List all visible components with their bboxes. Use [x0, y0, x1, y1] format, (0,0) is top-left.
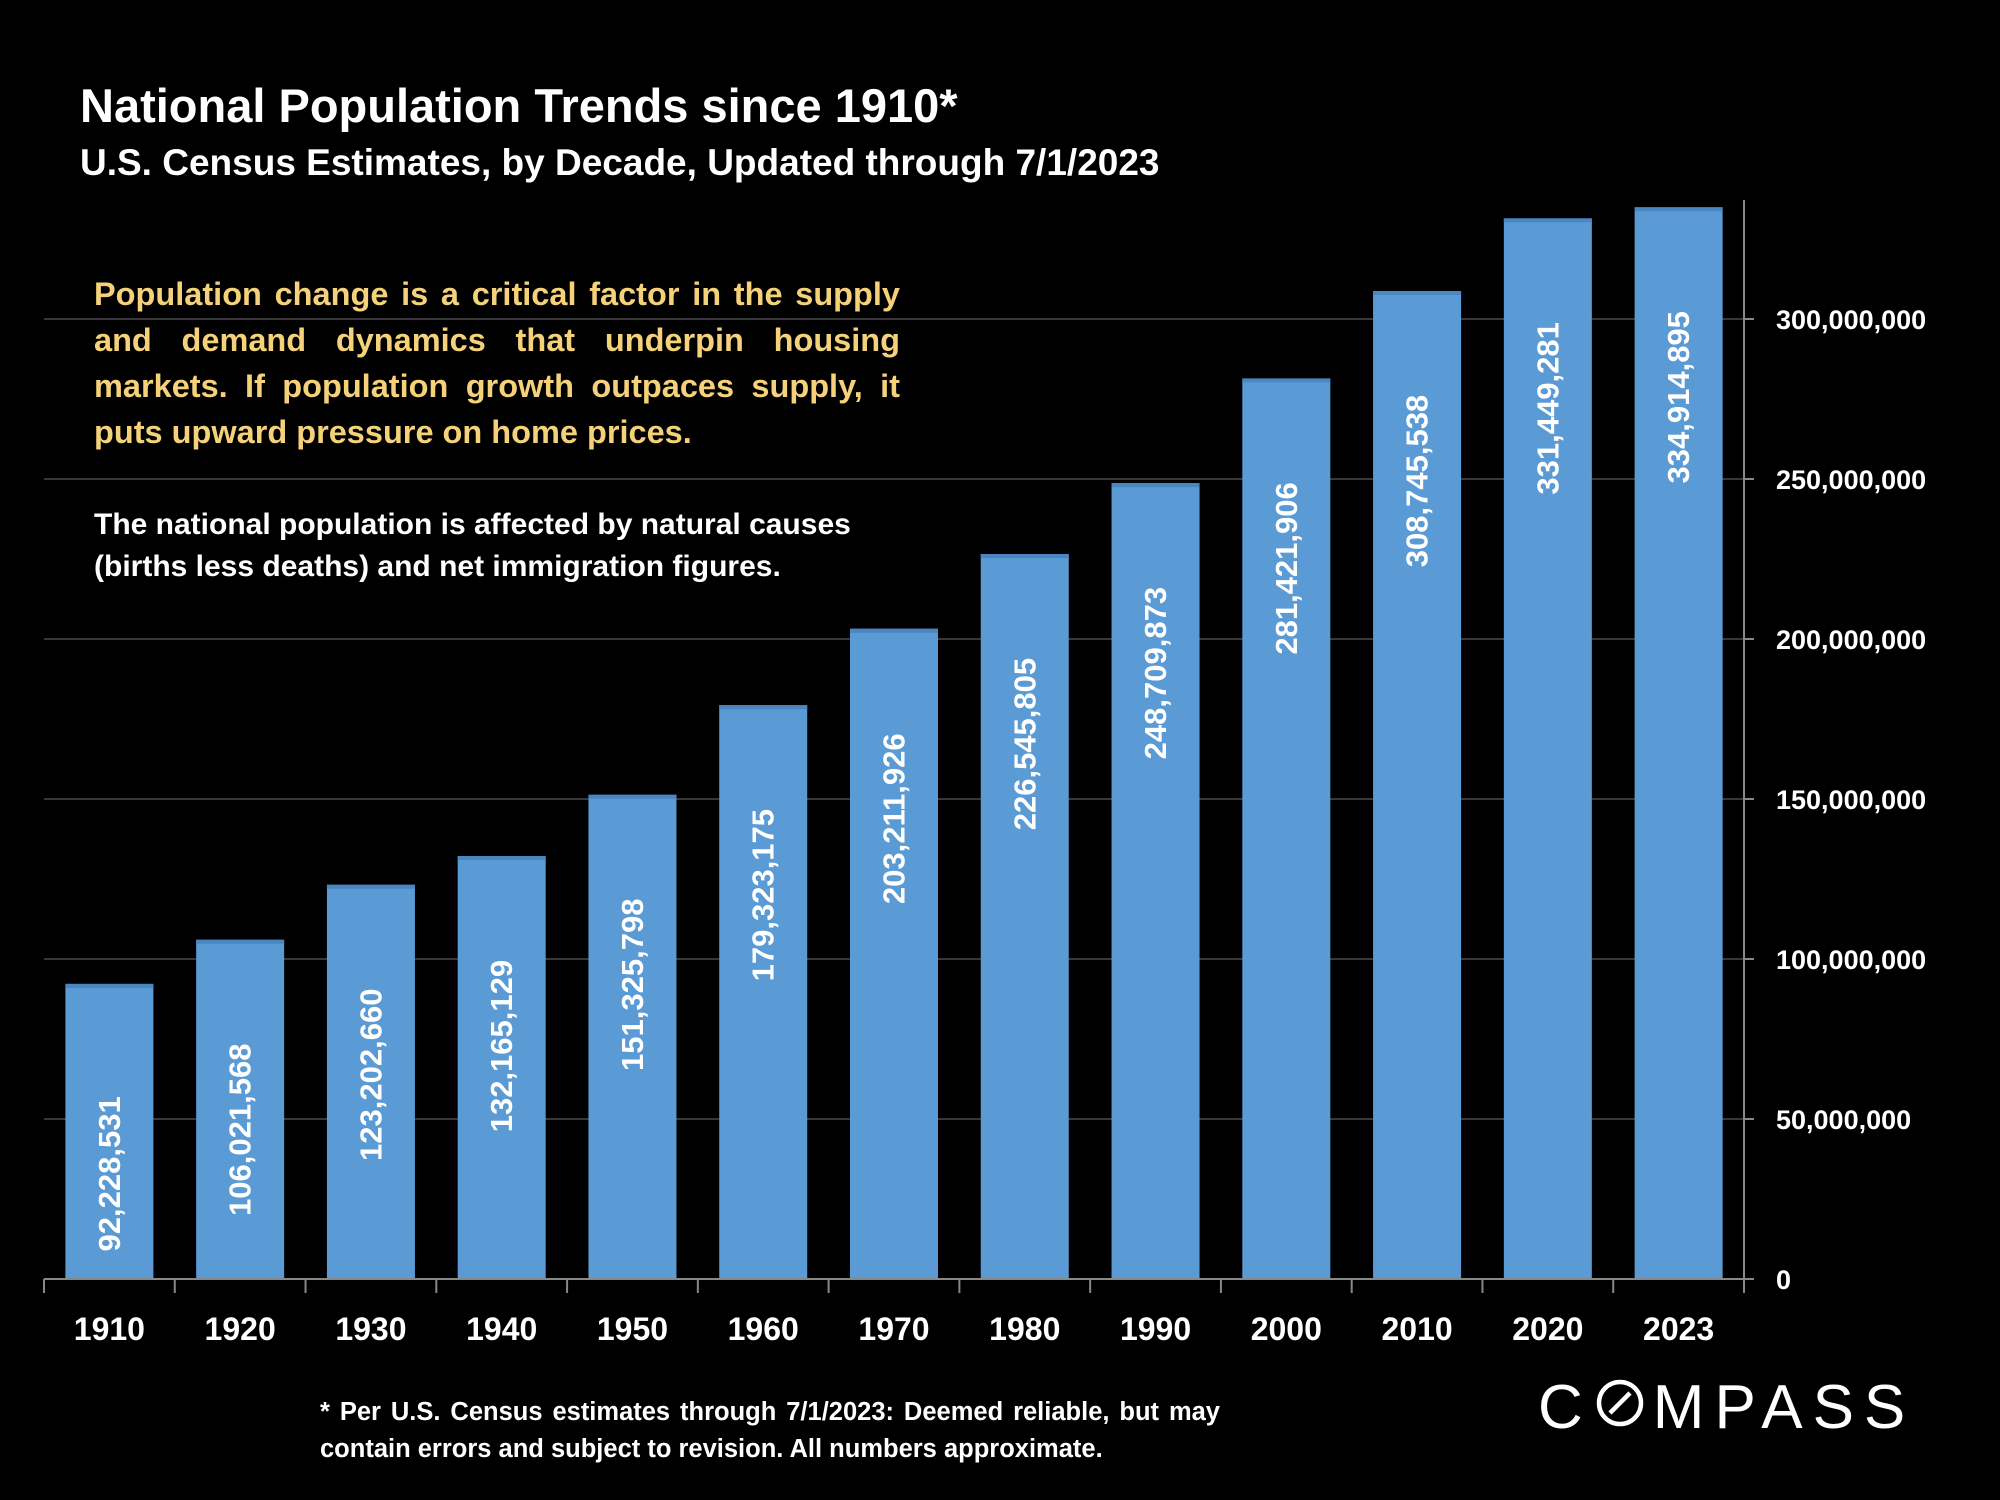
bar	[326, 884, 415, 1279]
bar-top-edge	[1111, 483, 1200, 488]
bar	[65, 983, 154, 1279]
bar-top-edge	[980, 554, 1069, 559]
bar-top-edge	[1242, 378, 1331, 383]
bar-top-edge	[457, 856, 546, 861]
bar	[850, 628, 938, 1279]
bar-value-label: 123,202,660	[353, 989, 388, 1161]
y-tick-label: 300,000,000	[1776, 305, 1926, 335]
bar-value-label: 226,545,805	[1007, 658, 1042, 830]
bar	[719, 705, 808, 1279]
x-category-label: 1980	[989, 1311, 1060, 1347]
footnote: * Per U.S. Census estimates through 7/1/…	[320, 1398, 1220, 1463]
bar-value-label: 248,709,873	[1138, 587, 1173, 759]
x-category-label: 2020	[1512, 1311, 1583, 1347]
y-tick-label: 100,000,000	[1776, 945, 1926, 975]
x-category-label: 1930	[335, 1311, 406, 1347]
bar-top-edge	[196, 939, 285, 944]
bar	[457, 856, 546, 1279]
bar-value-label: 179,323,175	[746, 809, 781, 981]
bar-value-label: 203,211,926	[877, 733, 912, 904]
logo-text: C MPASS	[1538, 1373, 1916, 1442]
y-tick-label: 0	[1776, 1265, 1791, 1295]
y-tick-label: 50,000,000	[1776, 1105, 1911, 1135]
bar-value-label: 106,021,568	[223, 1044, 258, 1216]
callout-note: The national population is affected by n…	[94, 508, 851, 583]
chart-title: National Population Trends since 1910*	[80, 79, 958, 132]
bar-top-edge	[1634, 207, 1723, 212]
x-category-label: 1970	[858, 1311, 929, 1347]
bar-chart: 0 50,000,000 100,000,000 150,000,000 200,000…	[43, 200, 1926, 1347]
bar-top-edge	[1373, 291, 1462, 296]
bar-value-label: 151,325,798	[615, 899, 650, 1071]
x-category-label: 1990	[1120, 1311, 1191, 1347]
chart-subtitle: U.S. Census Estimates, by Decade, Update…	[80, 142, 1160, 183]
bar-value-label: 281,421,906	[1269, 482, 1304, 654]
y-tick-label: 150,000,000	[1776, 785, 1926, 815]
bars	[65, 207, 1723, 1279]
bar	[1634, 207, 1723, 1279]
logo-o-glyph	[1596, 1379, 1644, 1427]
bar-value-label: 334,914,895	[1661, 311, 1696, 483]
bar-top-edge	[719, 705, 808, 710]
compass-logo: C MPASS	[1538, 1372, 1915, 1443]
bar-top-edge	[1503, 218, 1592, 223]
bar	[1503, 218, 1592, 1279]
axes	[43, 200, 1754, 1293]
x-category-label: 2010	[1381, 1311, 1452, 1347]
bar	[1111, 483, 1200, 1279]
bar-value-label: 92,228,531	[92, 1096, 127, 1251]
x-category-label: 1910	[74, 1311, 145, 1347]
x-category-label: 2000	[1251, 1311, 1322, 1347]
labels: 0 50,000,000 100,000,000 150,000,000 200,000…	[74, 305, 1926, 1347]
y-tick-label: 250,000,000	[1776, 465, 1926, 495]
bar	[1373, 291, 1462, 1279]
x-category-label: 1950	[597, 1311, 668, 1347]
bar-value-label: 308,745,538	[1400, 395, 1435, 567]
bar-top-edge	[588, 794, 677, 799]
bar-top-edge	[65, 983, 154, 988]
bar	[588, 794, 677, 1279]
bar	[980, 554, 1069, 1279]
callout-highlight: Population change is a critical factor i…	[94, 276, 900, 450]
y-tick-label: 200,000,000	[1776, 625, 1926, 655]
bar-value-label: 132,165,129	[484, 960, 519, 1132]
x-category-label: 2023	[1643, 1311, 1714, 1347]
x-category-label: 1940	[466, 1311, 537, 1347]
bar-top-edge	[326, 884, 415, 889]
bar	[196, 939, 285, 1279]
x-category-label: 1920	[205, 1311, 276, 1347]
bar-value-label: 331,449,281	[1530, 322, 1565, 494]
bar-top-edge	[850, 628, 938, 633]
bar	[1242, 378, 1331, 1279]
x-category-label: 1960	[728, 1311, 799, 1347]
